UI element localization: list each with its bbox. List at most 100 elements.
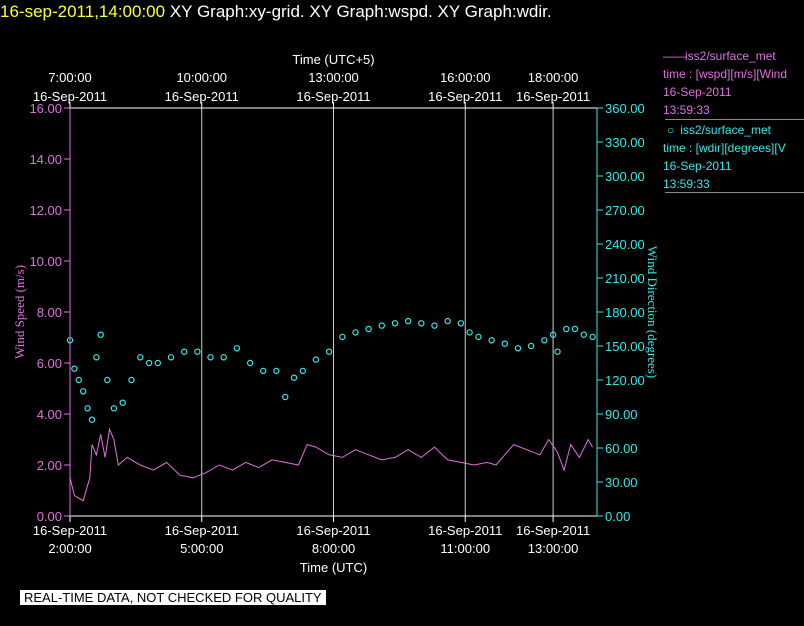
wind-direction-point — [97, 331, 104, 338]
wind-speed-line — [69, 427, 594, 502]
bottom-tick-date: 16-Sep-2011 — [428, 523, 502, 538]
wind-direction-point — [299, 367, 306, 375]
top-tick-time: 7:00:00 — [48, 70, 91, 85]
right-tick-label: 90.00 — [605, 407, 638, 422]
top-tick-time: 13:00:00 — [308, 70, 359, 85]
top-tick-time: 18:00:00 — [528, 70, 579, 85]
legend-wspd-time: 13:59:33 — [663, 103, 710, 117]
right-tick-label: 270.00 — [605, 203, 645, 218]
wind-direction-point — [378, 322, 385, 329]
wind-direction-point — [290, 374, 298, 381]
right-tick-label: 60.00 — [605, 441, 638, 456]
left-tick-label: 10.00 — [29, 254, 62, 269]
wind-direction-point — [137, 354, 144, 361]
wind-direction-point — [273, 367, 280, 375]
wind-direction-point — [418, 320, 425, 327]
quality-disclaimer: REAL-TIME DATA, NOT CHECKED FOR QUALITY — [20, 590, 326, 605]
legend-wspd-line: time : [wspd][m/s][Wind — [663, 67, 788, 81]
top-axis-title: Time (UTC+5) — [292, 52, 374, 67]
axis-labels: 0.00 2.00 4.00 6.00 8.00 10.00 12.00 14.00 16.00… — [12, 52, 660, 575]
wind-direction-point — [75, 376, 83, 384]
header-timestamp: 16-sep-2011,14:00:00 — [0, 2, 166, 21]
bottom-tick-time: 11:00:00 — [440, 541, 490, 556]
wind-direction-point — [79, 388, 87, 395]
wind-direction-point — [84, 405, 91, 412]
wind-direction-point — [282, 393, 289, 401]
wind-direction-series — [66, 317, 596, 423]
legend-wind-direction: ○ iss2/surface_met time : [wdir][degrees]… — [663, 121, 804, 193]
top-tick-date: 16-Sep-2011 — [165, 89, 239, 104]
wind-direction-point — [119, 399, 126, 406]
right-tick-label: 360.00 — [605, 101, 645, 116]
wind-direction-point — [180, 348, 188, 355]
right-axis-title: Wind Direction (degrees) — [645, 246, 660, 378]
axes — [64, 102, 603, 522]
wind-direction-point — [466, 329, 473, 336]
legend-divider — [665, 192, 804, 193]
top-tick-time: 16:00:00 — [440, 70, 491, 85]
bottom-tick-time: 2:00:00 — [48, 541, 91, 556]
left-tick-label: 4.00 — [37, 407, 62, 422]
legend-wdir-name: iss2/surface_met — [680, 123, 771, 137]
left-axis-title: Wind Speed (m/s) — [12, 265, 27, 359]
wind-direction-point — [501, 340, 508, 347]
header-graph-list: XY Graph:xy-grid. XY Graph:wspd. XY Grap… — [169, 2, 552, 21]
top-tick-date: 16-Sep-2011 — [296, 89, 370, 104]
wind-direction-point — [110, 405, 118, 412]
right-tick-label: 300.00 — [605, 169, 645, 184]
bottom-tick-date: 16-Sep-2011 — [33, 523, 107, 538]
bottom-tick-date: 16-Sep-2011 — [516, 523, 590, 538]
wind-direction-point — [246, 359, 254, 367]
wind-direction-point — [154, 359, 161, 367]
left-tick-label: 14.00 — [29, 152, 62, 167]
left-tick-label: 8.00 — [37, 305, 62, 320]
wind-direction-point — [457, 320, 465, 327]
top-tick-date: 16-Sep-2011 — [33, 89, 107, 104]
right-tick-label: 210.00 — [605, 271, 645, 286]
wind-direction-point — [475, 333, 482, 341]
wind-direction-point — [207, 354, 214, 361]
wind-direction-point — [352, 329, 359, 336]
wind-direction-point — [233, 345, 241, 352]
wind-direction-point — [128, 376, 135, 384]
left-tick-label: 16.00 — [29, 101, 62, 116]
wind-direction-point — [405, 317, 412, 325]
legend-wspd-date: 16-Sep-2011 — [663, 85, 732, 99]
legend-wind-speed: ——iss2/surface_met time : [wspd][m/s][Wi… — [663, 47, 804, 119]
wind-direction-point — [431, 322, 438, 329]
wind-direction-point — [93, 354, 100, 361]
wind-direction-point — [88, 416, 96, 423]
right-tick-label: 120.00 — [605, 373, 645, 388]
bottom-axis-title: Time (UTC) — [300, 560, 367, 575]
wind-direction-point — [541, 337, 548, 344]
right-tick-label: 30.00 — [605, 475, 638, 490]
wind-direction-point — [104, 376, 111, 384]
wind-direction-point — [514, 345, 522, 352]
bottom-tick-date: 16-Sep-2011 — [296, 523, 370, 538]
right-tick-label: 240.00 — [605, 237, 645, 252]
wind-direction-point — [167, 354, 175, 361]
wind-direction-point — [589, 333, 596, 341]
wind-direction-point — [145, 359, 153, 367]
left-tick-label: 6.00 — [37, 356, 62, 371]
wind-direction-point — [220, 354, 227, 361]
top-tick-date: 16-Sep-2011 — [516, 89, 590, 104]
left-tick-label: 2.00 — [37, 458, 62, 473]
wind-direction-point — [549, 331, 557, 338]
wind-direction-point — [71, 365, 78, 372]
top-tick-date: 16-Sep-2011 — [428, 89, 502, 104]
legend-wspd-name: iss2/surface_met — [685, 49, 776, 63]
wind-direction-point — [488, 337, 495, 344]
wind-direction-point — [563, 325, 570, 333]
wind-direction-point — [312, 356, 320, 363]
legend-wdir-time: 13:59:33 — [663, 177, 710, 191]
wind-direction-point — [571, 325, 579, 333]
legend-divider — [665, 119, 804, 120]
bottom-tick-time: 13:00:00 — [528, 541, 579, 556]
wind-direction-point — [339, 333, 346, 341]
wind-direction-point — [325, 348, 333, 355]
wind-direction-point — [580, 331, 588, 338]
wind-direction-point — [391, 320, 399, 327]
graph-header: 16-sep-2011,14:00:00 XY Graph:xy-grid. X… — [0, 2, 552, 22]
bottom-tick-date: 16-Sep-2011 — [165, 523, 239, 538]
